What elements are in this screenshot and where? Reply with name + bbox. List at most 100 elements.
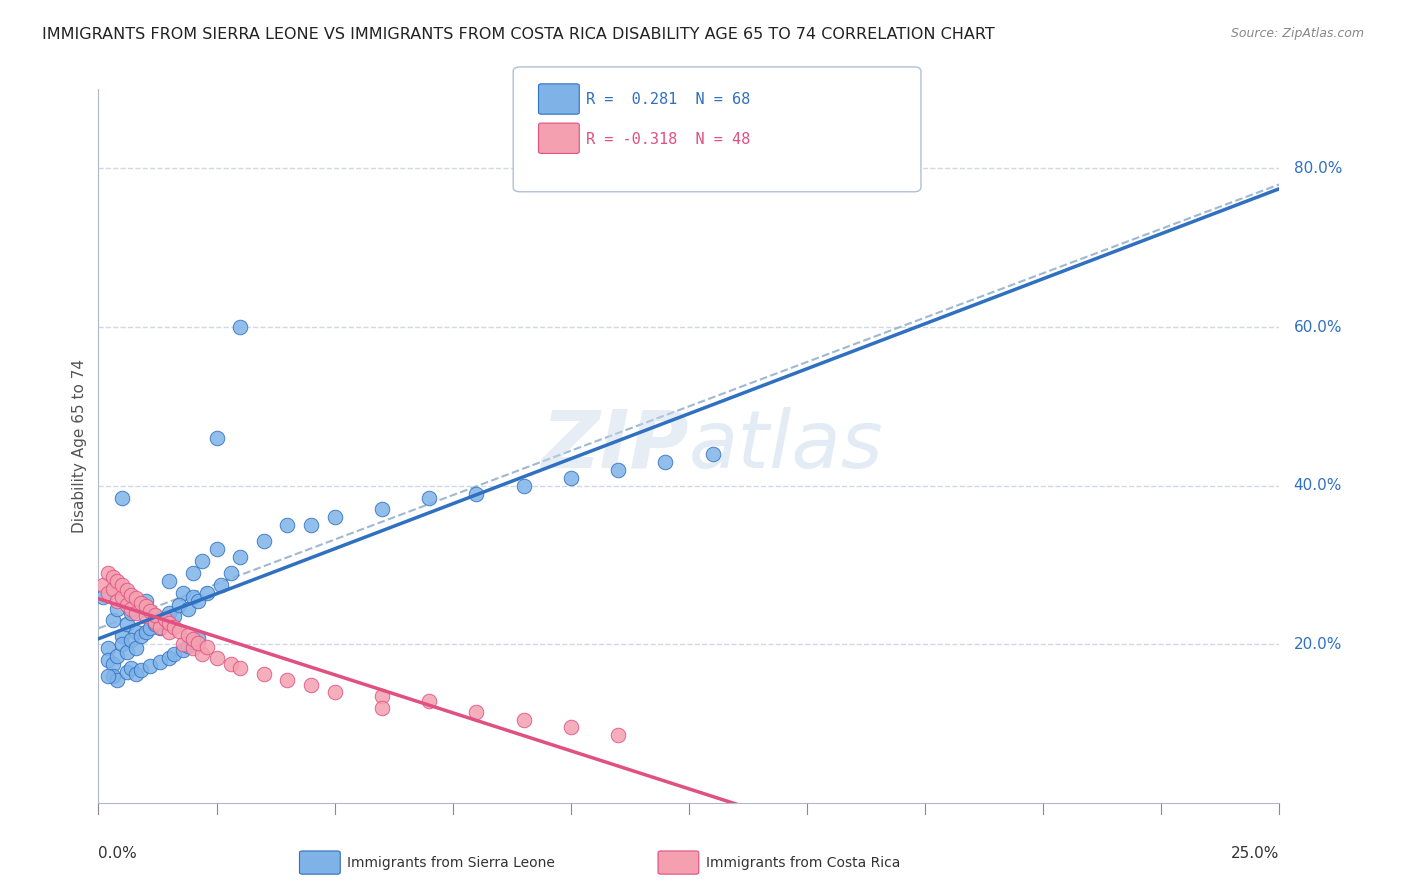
Point (101, 614, 124, 628)
Point (153, 612, 176, 626)
Point (181, 566, 204, 580)
Text: 0.0%: 0.0% (98, 846, 138, 861)
Point (115, 598, 138, 612)
Point (181, 590, 204, 604)
Point (149, 620, 172, 634)
Point (129, 629, 152, 643)
Point (323, 510, 346, 524)
Text: R =  0.281  N = 68: R = 0.281 N = 68 (586, 93, 751, 107)
Point (111, 491, 134, 505)
Point (157, 625, 180, 640)
Point (219, 657, 242, 671)
Y-axis label: Disability Age 65 to 74: Disability Age 65 to 74 (72, 359, 87, 533)
Point (97, 585, 120, 599)
Point (125, 667, 148, 681)
Text: 25.0%: 25.0% (1232, 846, 1279, 861)
Point (97, 653, 120, 667)
Point (172, 642, 194, 657)
Point (323, 685, 346, 699)
Point (101, 657, 124, 671)
Point (195, 585, 218, 599)
Text: 80.0%: 80.0% (1294, 161, 1341, 176)
Point (135, 625, 157, 640)
Point (187, 635, 209, 649)
Point (177, 601, 200, 615)
Point (167, 598, 190, 612)
Point (371, 502, 394, 516)
Point (125, 641, 148, 656)
Point (299, 678, 322, 692)
Point (115, 645, 138, 659)
Point (276, 673, 298, 687)
Point (91, 590, 114, 604)
Point (111, 629, 134, 643)
Point (253, 667, 276, 681)
Point (111, 637, 134, 651)
Point (149, 655, 172, 669)
Point (101, 570, 124, 584)
Point (135, 609, 157, 624)
Point (253, 534, 276, 549)
Point (702, 447, 724, 461)
Point (465, 486, 488, 500)
Text: ZIP: ZIP (541, 407, 689, 485)
Point (229, 320, 252, 334)
Point (125, 606, 148, 620)
Point (105, 574, 128, 588)
Point (299, 518, 322, 533)
Text: Source: ZipAtlas.com: Source: ZipAtlas.com (1230, 27, 1364, 40)
Text: Immigrants from Sierra Leone: Immigrants from Sierra Leone (347, 855, 555, 870)
Point (121, 601, 143, 615)
Point (121, 661, 143, 675)
Point (105, 593, 128, 607)
Point (209, 578, 232, 592)
Point (371, 700, 394, 714)
Point (172, 637, 194, 651)
Point (229, 661, 252, 675)
Point (163, 609, 186, 624)
Point (157, 606, 180, 620)
Point (139, 659, 162, 673)
Point (191, 647, 214, 661)
Point (111, 578, 134, 592)
Text: IMMIGRANTS FROM SIERRA LEONE VS IMMIGRANTS FROM COSTA RICA DISABILITY AGE 65 TO : IMMIGRANTS FROM SIERRA LEONE VS IMMIGRAN… (42, 27, 995, 42)
Point (219, 566, 242, 580)
Point (191, 554, 214, 568)
Point (97, 566, 120, 580)
Point (121, 606, 143, 620)
Point (512, 713, 534, 727)
Point (229, 549, 252, 564)
Point (607, 728, 630, 742)
Point (125, 625, 148, 640)
Point (654, 455, 676, 469)
Point (143, 607, 166, 622)
Point (121, 588, 143, 602)
Point (91, 578, 114, 592)
Point (187, 593, 209, 607)
Point (205, 431, 228, 445)
Point (205, 542, 228, 557)
Text: 60.0%: 60.0% (1294, 319, 1343, 334)
Point (276, 518, 298, 533)
Point (115, 617, 138, 632)
Point (157, 574, 180, 588)
Point (105, 601, 128, 615)
Point (181, 635, 204, 649)
Point (205, 651, 228, 665)
Point (101, 582, 124, 596)
Point (143, 609, 166, 624)
Point (149, 621, 172, 635)
Point (143, 617, 166, 632)
Point (125, 591, 148, 606)
Point (97, 641, 120, 656)
Point (105, 673, 128, 687)
Point (135, 593, 157, 607)
Point (187, 631, 209, 645)
Point (129, 663, 152, 677)
Point (157, 651, 180, 665)
Point (418, 491, 440, 505)
Point (97, 669, 120, 683)
Point (465, 705, 488, 719)
Text: 20.0%: 20.0% (1294, 637, 1341, 652)
Point (607, 463, 630, 477)
